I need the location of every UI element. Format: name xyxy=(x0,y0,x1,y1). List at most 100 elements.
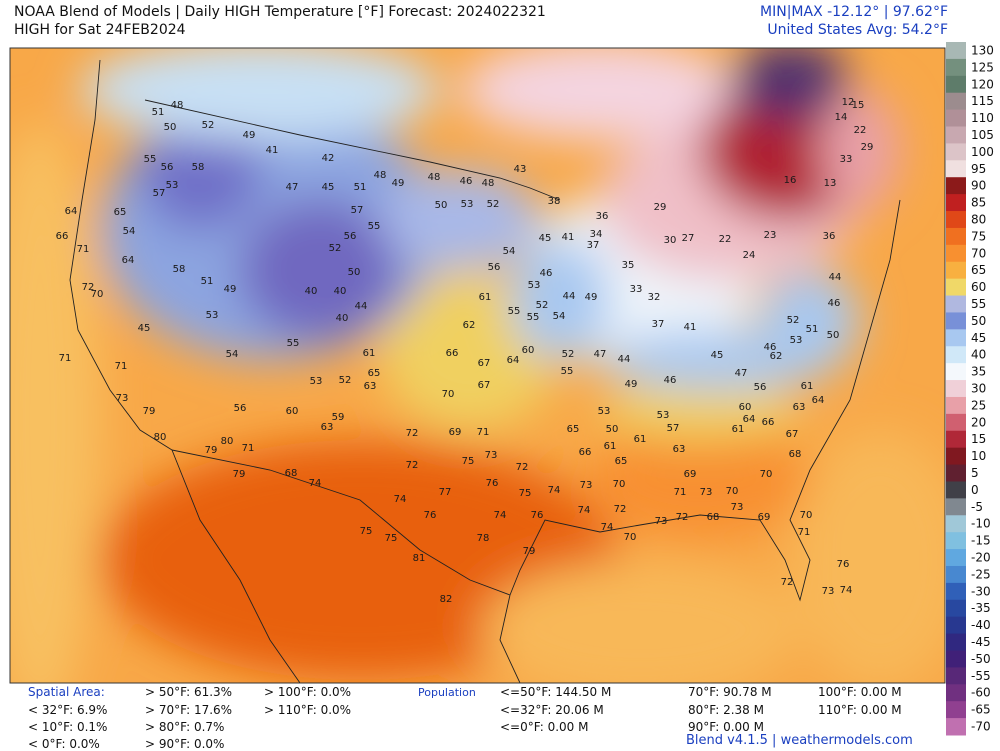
station-value: 75 xyxy=(385,533,398,544)
footer: Blend v4.1.5 | weathermodels.com xyxy=(686,733,913,748)
station-value: 74 xyxy=(309,478,322,489)
station-value: 51 xyxy=(806,324,819,335)
station-value: 24 xyxy=(743,250,756,261)
station-value: 50 xyxy=(164,122,177,133)
colorbar-label: 115 xyxy=(971,94,994,108)
station-value: 45 xyxy=(711,350,724,361)
station-value: 55 xyxy=(561,366,574,377)
colorbar-band xyxy=(946,261,966,280)
station-value: 56 xyxy=(161,162,174,173)
stat: 90°F: 0.00 M xyxy=(688,720,764,734)
station-value: 75 xyxy=(519,488,532,499)
colorbar-band xyxy=(946,160,966,178)
population-label: Population xyxy=(418,686,476,699)
coast-line xyxy=(499,594,521,683)
colorbar-label: 70 xyxy=(971,246,986,260)
station-value: 43 xyxy=(514,164,527,175)
station-value: 46 xyxy=(664,375,677,386)
station-value: 80 xyxy=(154,432,167,443)
colorbar-band xyxy=(946,498,966,516)
colorbar-label: 75 xyxy=(971,229,986,243)
stat: 100°F: 0.00 M xyxy=(818,685,902,699)
colorbar-label: 105 xyxy=(971,128,994,142)
station-value: 56 xyxy=(754,382,767,393)
station-value: 72 xyxy=(406,460,419,471)
station-value: 60 xyxy=(286,406,299,417)
station-value: 54 xyxy=(123,226,136,237)
station-value: 67 xyxy=(478,358,491,369)
colorbar-label: 5 xyxy=(971,466,979,480)
station-value: 79 xyxy=(205,445,218,456)
station-value: 32 xyxy=(648,292,661,303)
map-frame xyxy=(9,47,946,684)
colorbar-label: 10 xyxy=(971,449,986,463)
colorbar-band xyxy=(946,109,966,128)
station-value: 23 xyxy=(764,230,777,241)
station-value: 41 xyxy=(562,232,575,243)
colorbar-band xyxy=(946,329,966,347)
colorbar-label: -60 xyxy=(971,686,991,700)
station-value: 16 xyxy=(784,175,797,186)
station-value: 27 xyxy=(682,233,695,244)
station-value: 68 xyxy=(789,449,802,460)
colorbar-label: 130 xyxy=(971,43,994,57)
colorbar-band xyxy=(946,616,966,635)
spatial-label: Spatial Area: xyxy=(28,685,105,699)
station-value: 61 xyxy=(604,441,617,452)
station-value: 66 xyxy=(56,231,69,242)
station-value: 30 xyxy=(664,235,677,246)
station-value: 46 xyxy=(540,268,553,279)
station-value: 29 xyxy=(654,202,667,213)
station-value: 71 xyxy=(242,443,255,454)
station-value: 64 xyxy=(65,206,78,217)
station-value: 36 xyxy=(823,231,836,242)
station-value: 73 xyxy=(731,502,744,513)
subtitle: HIGH for Sat 24FEB2024 xyxy=(14,22,186,38)
colorbar-label: -20 xyxy=(971,551,991,565)
colorbar-band xyxy=(946,549,966,567)
station-value: 60 xyxy=(522,345,535,356)
average: United States Avg: 54.2°F xyxy=(767,22,948,38)
station-value: 52 xyxy=(329,243,342,254)
colorbar-band xyxy=(946,312,966,330)
station-value: 67 xyxy=(786,429,799,440)
station-value: 53 xyxy=(461,199,474,210)
station-value: 54 xyxy=(553,311,566,322)
station-value: 45 xyxy=(322,182,335,193)
station-value: 58 xyxy=(192,162,205,173)
colorbar-band xyxy=(946,42,966,60)
station-value: 58 xyxy=(173,264,186,275)
station-value: 48 xyxy=(482,178,495,189)
station-value: 65 xyxy=(368,368,381,379)
station-value: 53 xyxy=(166,180,179,191)
colorbar-label: -70 xyxy=(971,720,991,734)
station-value: 55 xyxy=(527,312,540,323)
station-value: 64 xyxy=(812,395,825,406)
station-value: 79 xyxy=(523,546,536,557)
station-value: 66 xyxy=(762,417,775,428)
colorbar-band xyxy=(946,227,966,246)
station-value: 75 xyxy=(462,456,475,467)
station-value: 56 xyxy=(234,403,247,414)
station-value: 44 xyxy=(563,291,576,302)
station-value: 72 xyxy=(82,282,95,293)
station-value: 63 xyxy=(364,381,377,392)
station-value: 14 xyxy=(835,112,848,123)
border-line xyxy=(171,449,511,596)
station-value: 78 xyxy=(477,533,490,544)
colorbar-band xyxy=(946,650,966,668)
colorbar-label: 85 xyxy=(971,196,986,210)
colorbar-label: 30 xyxy=(971,382,986,396)
station-value: 72 xyxy=(781,577,794,588)
station-value: 50 xyxy=(606,424,619,435)
station-value: 51 xyxy=(354,182,367,193)
stat: < 10°F: 0.1% xyxy=(28,720,108,734)
station-value: 65 xyxy=(567,424,580,435)
stat: <=0°F: 0.00 M xyxy=(500,720,589,734)
station-value: 76 xyxy=(531,510,544,521)
station-value: 71 xyxy=(77,244,90,255)
station-value: 74 xyxy=(601,522,614,533)
station-value: 40 xyxy=(334,286,347,297)
colorbar-label: 20 xyxy=(971,415,986,429)
